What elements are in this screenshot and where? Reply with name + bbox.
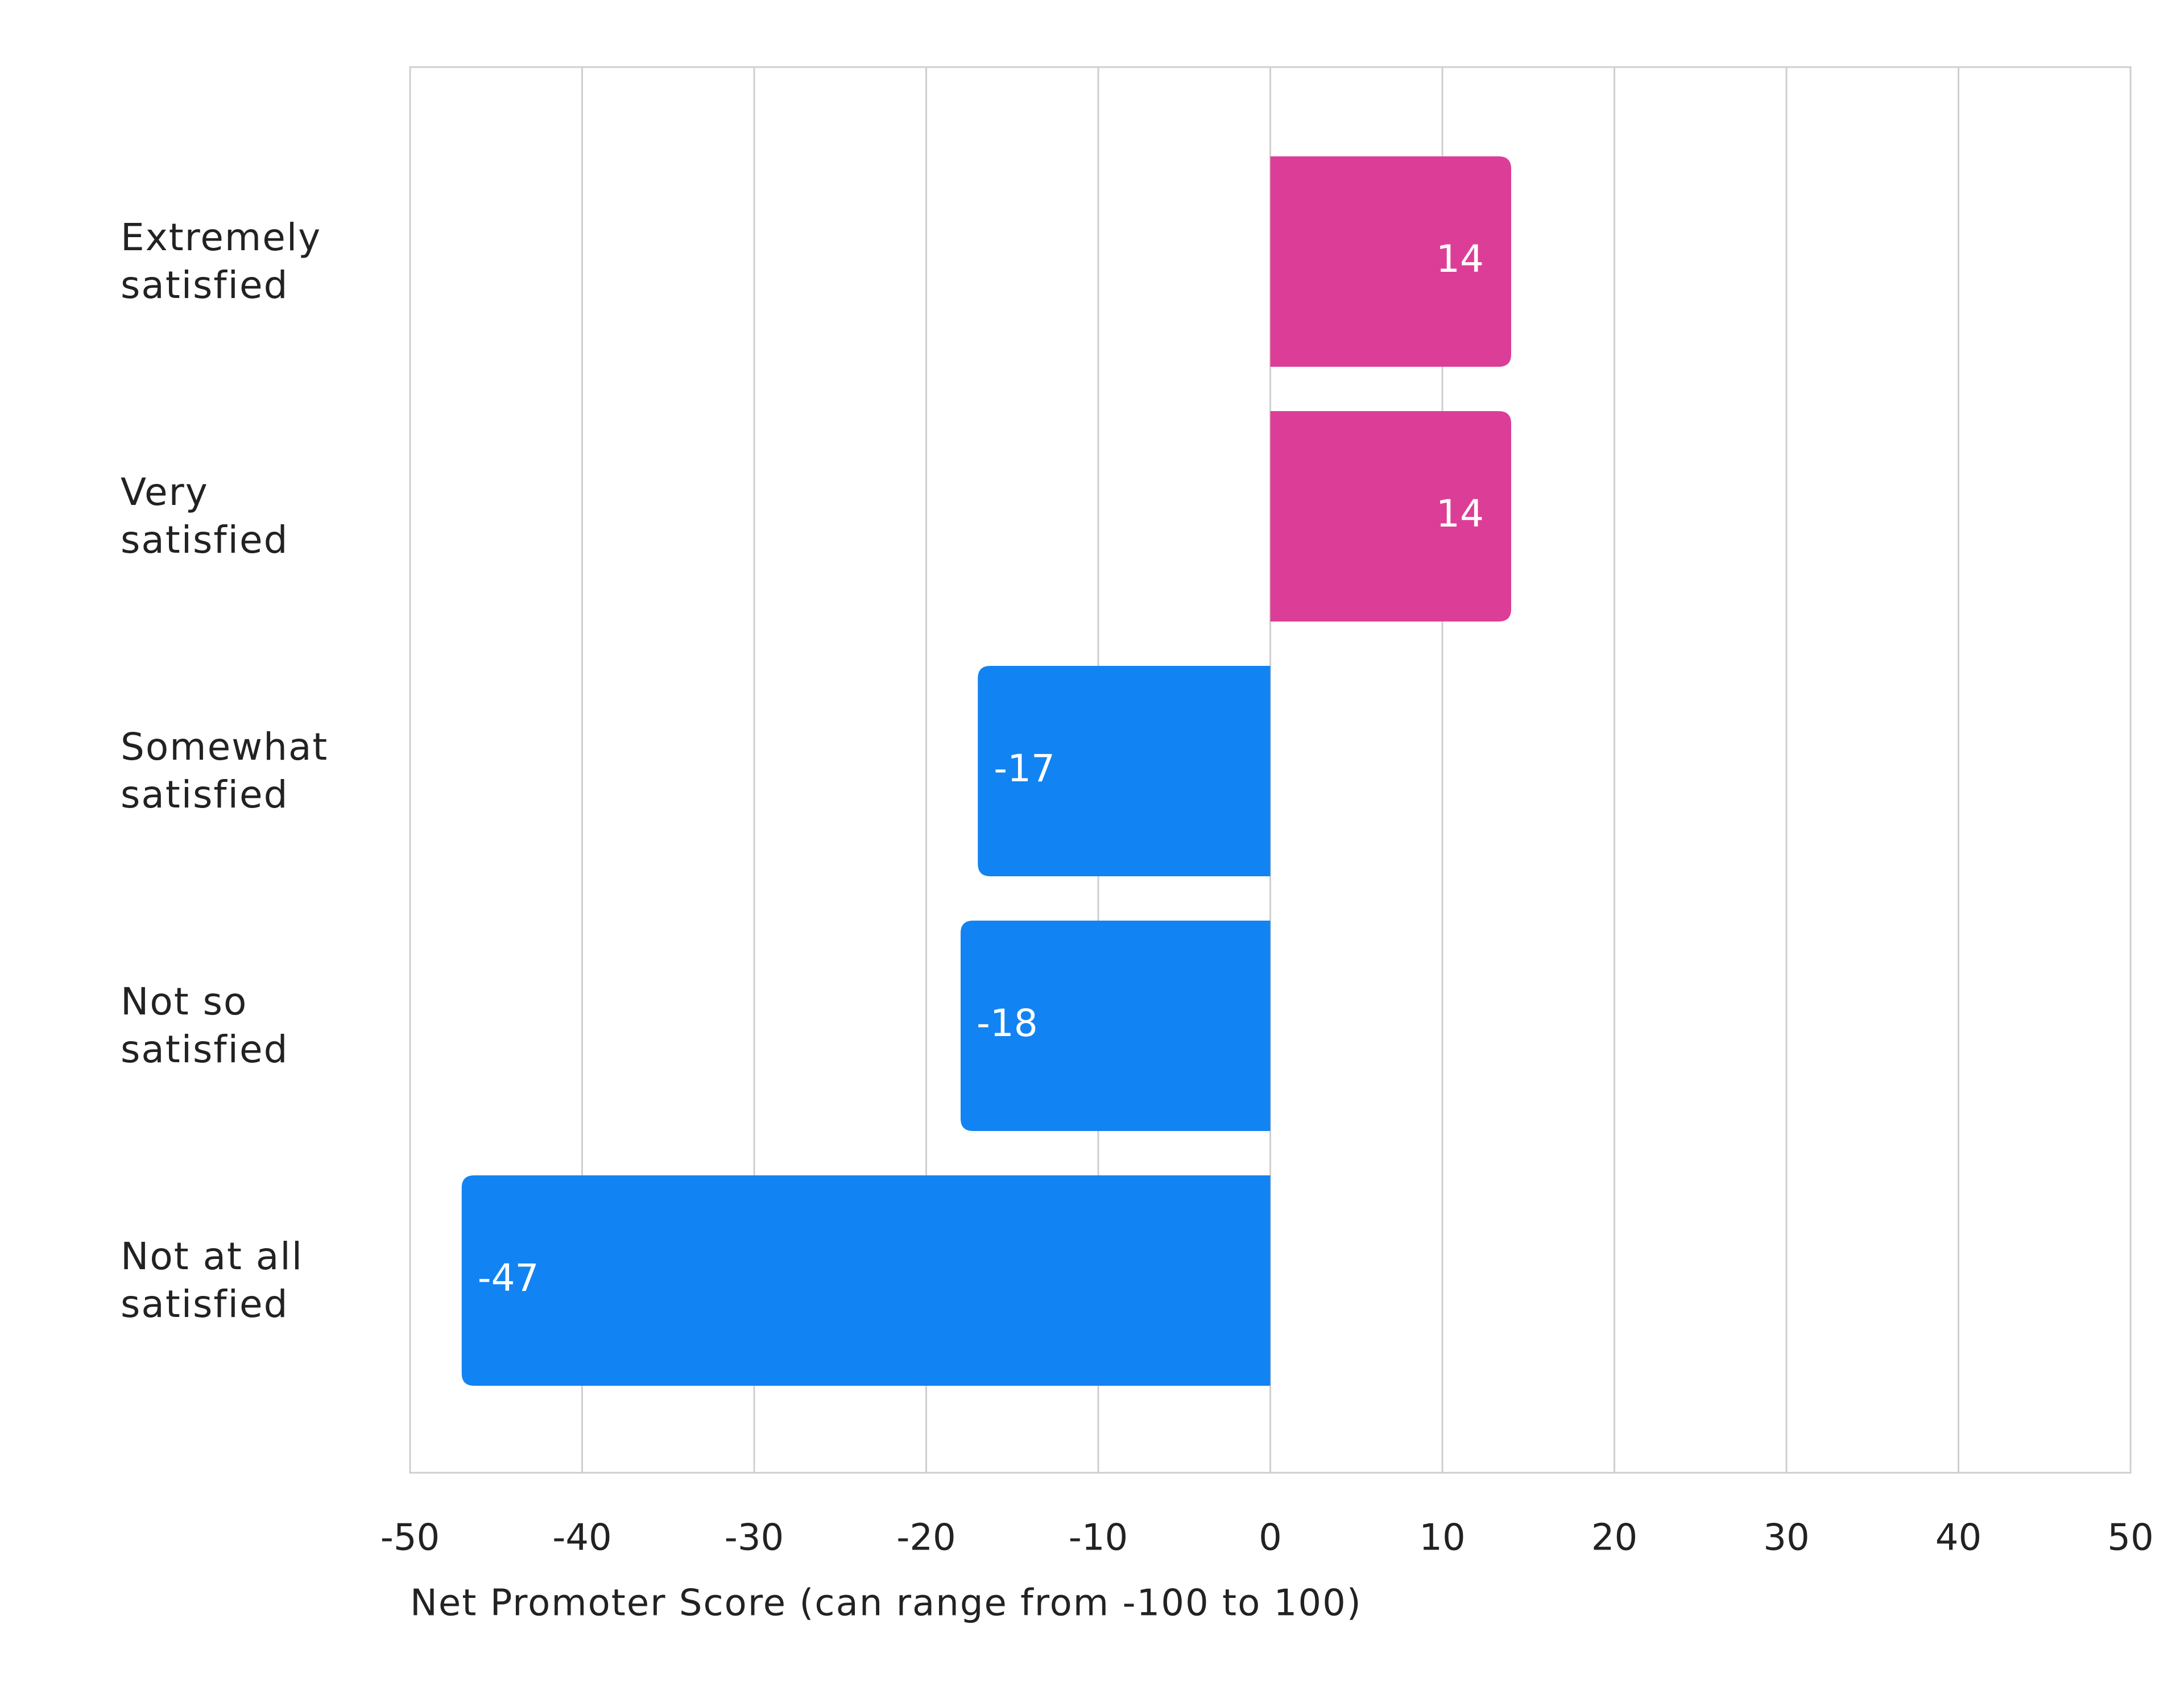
plot-frame [409,66,2132,1474]
x-tick-label: 20 [1591,1517,1637,1559]
y-tick-label: Very satisfied [121,470,289,562]
x-tick-label: 50 [2107,1517,2153,1559]
bar [461,1175,1271,1386]
data-label: -17 [994,747,1055,790]
y-tick-label: Somewhat satisfied [121,725,329,817]
data-label: -18 [977,1001,1038,1045]
x-tick-label: -20 [896,1517,956,1559]
y-tick-label: Not at all satisfied [121,1235,304,1326]
bar [961,921,1271,1131]
data-label: 14 [1436,237,1484,281]
x-axis-label: Net Promoter Score (can range from -100 … [410,1583,1362,1625]
bar [978,666,1271,876]
x-tick-label: 30 [1763,1517,1809,1559]
y-tick-label: Not so satisfied [121,980,289,1071]
x-tick-label: -40 [552,1517,612,1559]
x-tick-label: 0 [1259,1517,1282,1559]
x-tick-label: -50 [380,1517,440,1559]
bar [1270,411,1511,622]
x-tick-label: 40 [1935,1517,1982,1559]
x-tick-label: 10 [1419,1517,1465,1559]
x-tick-label: -10 [1069,1517,1128,1559]
bar [1270,156,1511,367]
data-label: 14 [1436,492,1484,536]
y-tick-label: Extremely satisfied [121,216,322,307]
data-label: -47 [478,1256,539,1300]
x-tick-label: -30 [725,1517,784,1559]
